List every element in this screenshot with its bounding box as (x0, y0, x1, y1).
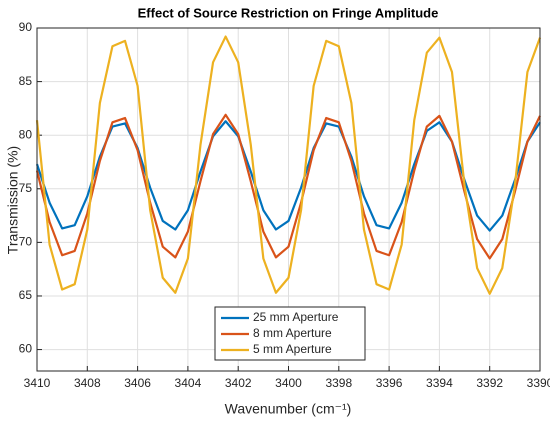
x-tick-label: 3406 (124, 376, 151, 390)
y-tick-label: 65 (19, 288, 33, 302)
x-tick-label: 3392 (476, 376, 503, 390)
legend: 25 mm Aperture 8 mm Aperture 5 mm Aperture (214, 306, 366, 361)
x-tick-label: 3404 (175, 376, 202, 390)
x-tick-label: 3398 (325, 376, 352, 390)
y-tick-label: 75 (19, 181, 33, 195)
y-tick-label: 60 (19, 342, 33, 356)
x-tick-label: 3408 (74, 376, 101, 390)
x-tick-label: 3394 (426, 376, 453, 390)
series-line (35, 35, 542, 295)
x-tick-label: 3400 (275, 376, 302, 390)
axes-box (36, 27, 541, 372)
x-tick-label: 3410 (24, 376, 51, 390)
y-tick-label: 85 (19, 74, 33, 88)
y-axis-label: Transmission (%) (5, 146, 21, 254)
chart-title: Effect of Source Restriction on Fringe A… (138, 5, 439, 20)
x-tick-label: 3396 (376, 376, 403, 390)
series-line (35, 113, 541, 260)
x-axis-label: Wavenumber (cm⁻¹) (225, 401, 352, 417)
y-tick-label: 70 (19, 235, 33, 249)
y-tick-label: 80 (19, 127, 33, 141)
legend-label: 5 mm Aperture (253, 342, 332, 356)
legend-label: 25 mm Aperture (253, 310, 339, 324)
x-tick-label: 3390 (527, 376, 550, 390)
plot-lines (35, 35, 542, 295)
legend-label: 8 mm Aperture (253, 326, 332, 340)
y-tick-label: 90 (19, 20, 33, 34)
x-tick-label: 3402 (225, 376, 252, 390)
legend-box (214, 306, 366, 361)
